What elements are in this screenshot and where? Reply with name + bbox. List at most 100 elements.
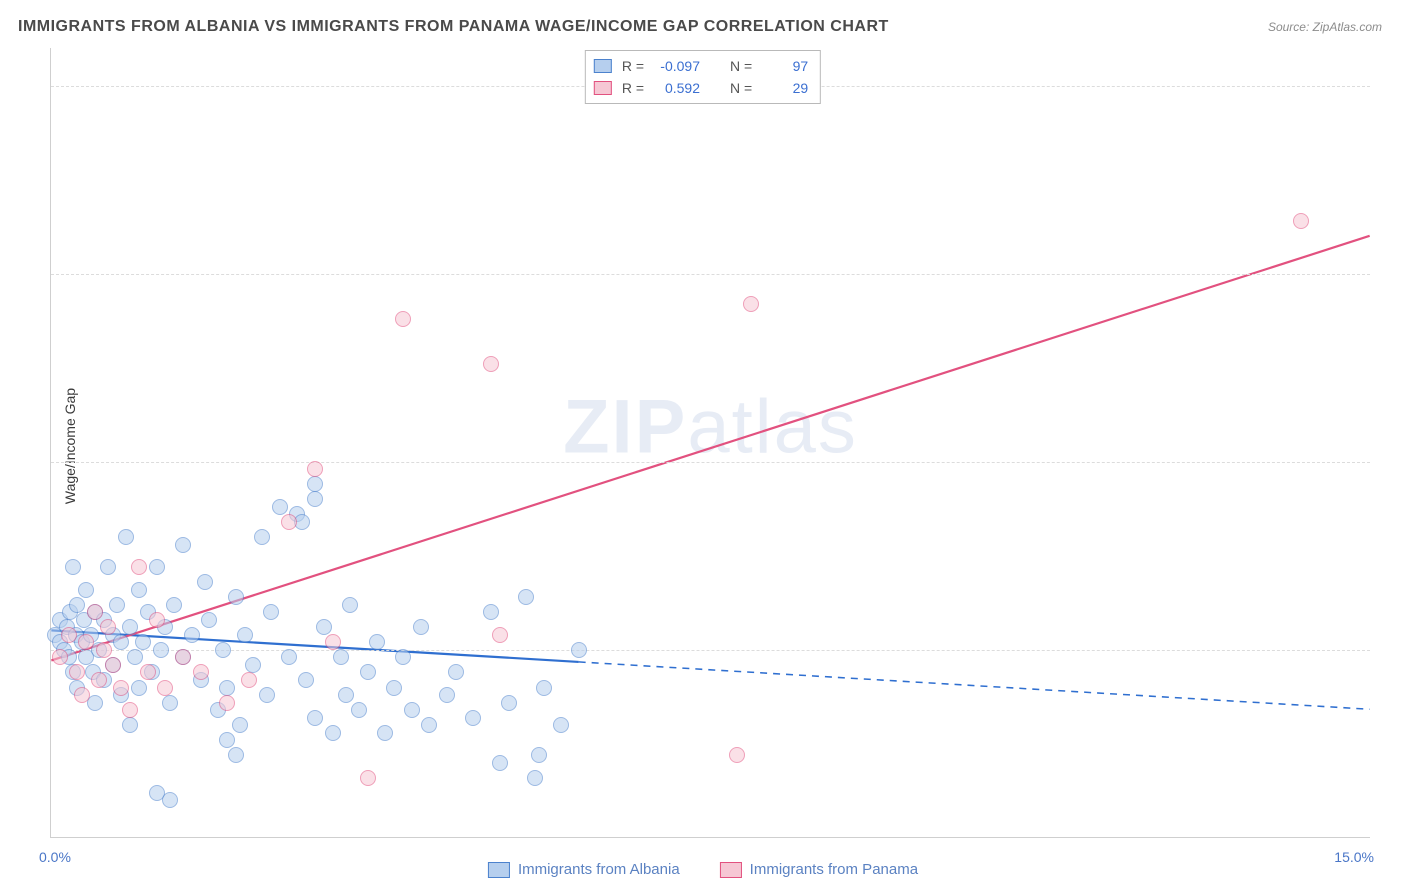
legend-item: Immigrants from Albania [488,861,680,878]
scatter-point [360,770,376,786]
scatter-point [386,680,402,696]
scatter-point [360,664,376,680]
scatter-point [232,717,248,733]
scatter-point [149,559,165,575]
scatter-point [69,664,85,680]
scatter-point [228,589,244,605]
scatter-point [342,597,358,613]
source-label: Source: ZipAtlas.com [1268,20,1382,34]
scatter-point [307,710,323,726]
scatter-point [122,619,138,635]
gridline [51,650,1370,651]
scatter-point [1293,213,1309,229]
scatter-point [404,702,420,718]
scatter-point [184,627,200,643]
x-tick-right: 15.0% [1334,849,1374,865]
series-legend: Immigrants from Albania Immigrants from P… [488,861,918,878]
scatter-point [219,732,235,748]
scatter-point [272,499,288,515]
scatter-point [91,672,107,688]
scatter-point [166,597,182,613]
scatter-point [465,710,481,726]
scatter-point [531,747,547,763]
legend-label: Immigrants from Albania [518,861,680,878]
scatter-point [536,680,552,696]
scatter-point [518,589,534,605]
scatter-point [492,627,508,643]
stats-legend: R =-0.097N =97R =0.592N =29 [585,50,821,104]
scatter-point [219,695,235,711]
scatter-point [131,582,147,598]
scatter-point [228,747,244,763]
scatter-point [492,755,508,771]
n-value: 29 [762,80,808,96]
scatter-point [307,476,323,492]
scatter-point [338,687,354,703]
scatter-point [316,619,332,635]
scatter-point [135,634,151,650]
scatter-point [263,604,279,620]
stats-row: R =0.592N =29 [594,77,808,99]
scatter-point [333,649,349,665]
scatter-point [109,597,125,613]
scatter-point [377,725,393,741]
legend-swatch [594,81,612,95]
scatter-point [197,574,213,590]
scatter-point [281,649,297,665]
scatter-point [149,612,165,628]
scatter-point [448,664,464,680]
scatter-point [307,461,323,477]
x-tick-left: 0.0% [39,849,71,865]
scatter-point [325,634,341,650]
scatter-point [122,717,138,733]
legend-item: Immigrants from Panama [720,861,918,878]
scatter-point [118,529,134,545]
scatter-point [395,311,411,327]
scatter-point [175,537,191,553]
scatter-point [254,529,270,545]
scatter-point [369,634,385,650]
scatter-point [69,597,85,613]
scatter-point [78,582,94,598]
gridline [51,462,1370,463]
scatter-point [193,664,209,680]
scatter-point [65,559,81,575]
scatter-point [237,627,253,643]
watermark-thin: atlas [687,384,858,469]
scatter-point [241,672,257,688]
scatter-point [201,612,217,628]
scatter-point [298,672,314,688]
scatter-point [245,657,261,673]
scatter-point [100,619,116,635]
scatter-point [113,680,129,696]
scatter-point [175,649,191,665]
scatter-point [157,680,173,696]
scatter-point [281,514,297,530]
scatter-point [351,702,367,718]
scatter-point [153,642,169,658]
legend-label: Immigrants from Panama [750,861,918,878]
y-tick-label: 75.0% [1380,266,1406,282]
watermark-bold: ZIP [563,384,687,469]
scatter-point [413,619,429,635]
scatter-point [259,687,275,703]
scatter-point [105,657,121,673]
n-label: N = [730,58,752,74]
scatter-point [307,491,323,507]
scatter-point [501,695,517,711]
scatter-point [61,627,77,643]
scatter-point [113,634,129,650]
y-tick-label: 25.0% [1380,642,1406,658]
chart-title: IMMIGRANTS FROM ALBANIA VS IMMIGRANTS FR… [18,18,889,36]
scatter-point [219,680,235,696]
scatter-point [74,687,90,703]
r-value: 0.592 [654,80,700,96]
scatter-point [571,642,587,658]
scatter-point [483,604,499,620]
scatter-point [162,792,178,808]
scatter-point [122,702,138,718]
scatter-point [729,747,745,763]
scatter-point [100,559,116,575]
scatter-point [78,634,94,650]
scatter-point [87,604,103,620]
